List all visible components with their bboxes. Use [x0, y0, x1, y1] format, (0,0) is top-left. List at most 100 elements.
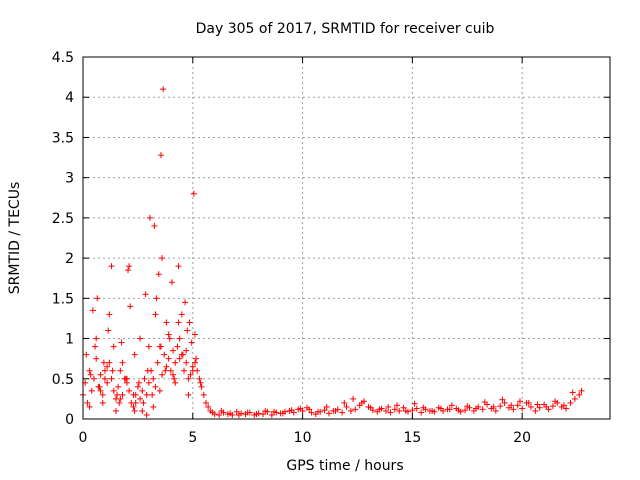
- data-point: [216, 411, 223, 418]
- data-point: [170, 371, 177, 378]
- data-point: [115, 383, 122, 390]
- x-tick-label: 0: [79, 430, 88, 446]
- data-point: [104, 363, 111, 370]
- data-point: [110, 387, 117, 394]
- data-point: [146, 214, 153, 221]
- data-point: [160, 86, 167, 93]
- data-point: [352, 406, 359, 413]
- data-point: [383, 407, 390, 414]
- data-point: [83, 351, 90, 358]
- data-point: [409, 407, 416, 414]
- data-point: [499, 396, 506, 403]
- data-point: [97, 371, 104, 378]
- data-point: [88, 387, 95, 394]
- data-point: [89, 307, 96, 314]
- data-point: [119, 391, 126, 398]
- data-point: [184, 327, 191, 334]
- data-point: [152, 311, 159, 318]
- data-point: [191, 359, 198, 366]
- data-point: [86, 367, 93, 374]
- data-point: [187, 371, 194, 378]
- data-point: [185, 375, 192, 382]
- data-point: [131, 407, 138, 414]
- data-point: [455, 407, 462, 414]
- data-point: [569, 389, 576, 396]
- chart-title: Day 305 of 2017, SRMTID for receiver cui…: [196, 21, 495, 37]
- data-point: [161, 351, 168, 358]
- data-point: [144, 367, 151, 374]
- data-point: [140, 399, 147, 406]
- data-point: [279, 410, 286, 417]
- data-point: [127, 303, 134, 310]
- data-point: [571, 395, 578, 402]
- data-point: [176, 335, 183, 342]
- data-point: [193, 355, 200, 362]
- data-point: [117, 395, 124, 402]
- data-point: [151, 222, 158, 229]
- data-point: [481, 399, 488, 406]
- data-point: [402, 407, 409, 414]
- data-point: [109, 367, 116, 374]
- data-point: [288, 407, 295, 414]
- data-point: [391, 406, 398, 413]
- data-point: [149, 391, 156, 398]
- data-point: [139, 407, 146, 414]
- y-tick-label: 2.5: [52, 211, 74, 227]
- data-point: [100, 359, 107, 366]
- data-point: [185, 391, 192, 398]
- data-point: [385, 403, 392, 410]
- data-point: [552, 398, 559, 405]
- grid: [83, 57, 610, 419]
- data-point: [114, 391, 121, 398]
- data-point: [84, 399, 91, 406]
- data-point: [99, 391, 106, 398]
- data-point: [182, 299, 189, 306]
- data-point: [183, 347, 190, 354]
- data-point: [174, 343, 181, 350]
- data-point: [153, 295, 160, 302]
- data-point: [437, 405, 444, 412]
- data-point: [268, 411, 275, 418]
- data-point: [123, 375, 130, 382]
- data-point: [567, 399, 574, 406]
- y-tick-label: 2: [65, 251, 74, 267]
- data-point: [165, 355, 172, 362]
- data-point: [508, 402, 515, 409]
- data-point: [235, 411, 242, 418]
- data-point: [418, 409, 425, 416]
- data-point: [429, 407, 436, 414]
- data-point: [170, 347, 177, 354]
- data-point: [130, 403, 137, 410]
- data-point: [163, 363, 170, 370]
- data-point: [90, 375, 97, 382]
- data-point: [563, 405, 570, 412]
- data-point: [446, 406, 453, 413]
- data-point: [262, 407, 269, 414]
- data-point: [549, 403, 556, 410]
- data-point: [163, 319, 170, 326]
- data-point: [97, 387, 104, 394]
- data-point: [143, 391, 150, 398]
- data-point: [181, 367, 188, 374]
- data-point: [532, 407, 539, 414]
- data-point: [205, 403, 212, 410]
- data-point: [157, 343, 164, 350]
- data-point: [227, 410, 234, 417]
- data-point: [132, 399, 139, 406]
- data-point: [171, 375, 178, 382]
- data-point: [108, 375, 115, 382]
- data-point: [86, 403, 93, 410]
- data-point: [155, 271, 162, 278]
- data-point: [159, 371, 166, 378]
- data-point: [479, 406, 486, 413]
- data-point: [200, 391, 207, 398]
- data-point: [142, 291, 149, 298]
- y-tick-label: 3: [65, 171, 74, 187]
- data-point: [350, 395, 357, 402]
- data-point: [145, 379, 152, 386]
- data-point: [96, 383, 103, 390]
- data-point: [137, 335, 144, 342]
- data-point: [156, 387, 163, 394]
- y-tick-label: 4: [65, 90, 74, 106]
- data-point: [94, 295, 101, 302]
